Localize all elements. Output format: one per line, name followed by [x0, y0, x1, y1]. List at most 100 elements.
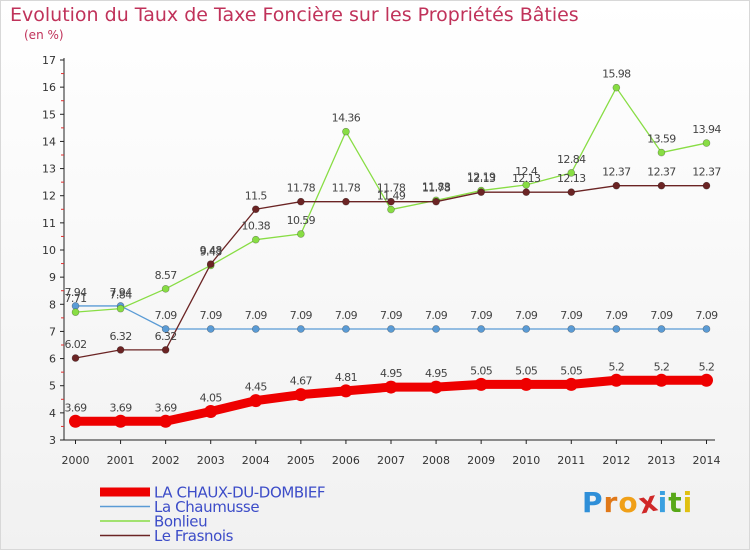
data-point [297, 197, 305, 206]
data-point [387, 197, 395, 206]
data-point [161, 325, 170, 333]
y-tick-label: 8 [49, 298, 56, 311]
data-point [477, 188, 485, 196]
data-point [567, 188, 576, 196]
chart-title: Evolution du Taux de Taxe Foncière sur l… [10, 4, 579, 26]
data-label: 7.09 [200, 309, 223, 322]
data-point [69, 414, 82, 428]
data-point [702, 181, 711, 190]
y-tick-label: 16 [42, 81, 56, 94]
legend-label: LA CHAUX-DU-DOMBIEF [154, 484, 325, 502]
legend-label: Bonlieu [154, 513, 207, 531]
data-point [387, 325, 395, 333]
x-tick-label: 2006 [332, 454, 360, 467]
proxiti-logo: Proxiti [582, 484, 693, 520]
data-label: 7.09 [515, 309, 538, 322]
x-tick-label: 2000 [62, 454, 90, 467]
legend-label: La Chaumusse [154, 498, 259, 516]
data-label: 13.59 [647, 133, 676, 146]
data-label: 7.09 [245, 309, 268, 322]
data-point [612, 181, 621, 190]
data-point [522, 325, 531, 333]
data-point [522, 181, 531, 189]
y-tick-label: 14 [42, 135, 56, 148]
data-label: 11.83 [422, 180, 451, 193]
data-point [161, 346, 170, 354]
data-label: 11.78 [422, 182, 451, 195]
data-point [567, 325, 576, 333]
x-tick-label: 2003 [197, 454, 225, 467]
data-label: 7.09 [470, 309, 493, 322]
data-point [116, 304, 125, 313]
data-point [702, 325, 711, 333]
x-tick-label: 2007 [377, 454, 405, 467]
data-point [477, 325, 485, 333]
data-label: 5.2 [609, 360, 625, 373]
logo-letter: P [582, 486, 604, 519]
data-label: 8.57 [155, 269, 178, 282]
y-tick-label: 6 [49, 353, 56, 366]
data-point [612, 83, 621, 92]
x-tick-label: 2001 [107, 454, 135, 467]
data-point [522, 188, 531, 196]
data-label: 12.37 [647, 166, 676, 179]
data-point [342, 127, 350, 136]
logo-letter: r [603, 486, 619, 519]
x-tick-label: 2008 [422, 454, 450, 467]
legend-label: Le Frasnois [154, 527, 234, 545]
y-tick-label: 7 [49, 325, 56, 338]
data-point [161, 285, 170, 293]
data-label: 5.05 [470, 364, 493, 377]
data-point [206, 325, 215, 333]
data-point [249, 394, 263, 408]
chart-unit-label: (en %) [24, 28, 64, 42]
data-label: 7.09 [335, 309, 358, 322]
y-tick-label: 3 [49, 434, 56, 447]
data-point [204, 405, 218, 418]
data-label: 7.94 [110, 286, 133, 299]
data-label: 10.59 [287, 214, 316, 227]
series-layer [69, 83, 713, 428]
data-label: 7.94 [64, 286, 87, 299]
y-tick-label: 4 [49, 407, 56, 420]
data-label: 3.69 [110, 401, 133, 414]
x-tick-label: 2011 [557, 454, 585, 467]
data-label: 12.19 [467, 171, 496, 184]
y-tick-label: 9 [49, 271, 56, 284]
data-point [474, 377, 488, 391]
data-label: 3.69 [64, 401, 87, 414]
data-label: 4.45 [245, 381, 268, 394]
data-label: 11.49 [377, 190, 406, 203]
data-label: 7.84 [110, 289, 133, 302]
logo-letter: i [657, 486, 669, 519]
data-point [297, 325, 305, 333]
data-point [159, 414, 173, 428]
x-tick-label: 2005 [287, 454, 315, 467]
data-point [700, 373, 713, 387]
data-point [294, 388, 308, 402]
data-point [564, 377, 578, 391]
data-point [342, 325, 350, 333]
y-tick-label: 15 [42, 108, 56, 121]
data-point [71, 354, 80, 362]
data-label: 12.84 [557, 153, 586, 166]
data-point [251, 205, 260, 214]
data-label: 11.78 [287, 182, 316, 195]
data-point [116, 346, 125, 354]
data-point [114, 414, 128, 428]
data-label: 7.09 [380, 309, 403, 322]
data-labels-layer: 7.94 7.94 7.09 7.09 7.09 7.09 7.09 7.09 7.09 7.09… [64, 68, 721, 415]
data-label: 12.13 [467, 172, 496, 185]
data-label: 7.09 [695, 309, 718, 322]
data-point [251, 235, 260, 244]
data-label: 3.69 [155, 401, 178, 414]
x-tick-label: 2013 [647, 454, 675, 467]
data-point [702, 139, 711, 147]
data-label: 7.09 [155, 309, 178, 322]
data-label: 12.4 [515, 165, 538, 178]
data-point [342, 197, 350, 206]
data-point [612, 325, 621, 333]
data-label: 9.43 [200, 245, 223, 258]
